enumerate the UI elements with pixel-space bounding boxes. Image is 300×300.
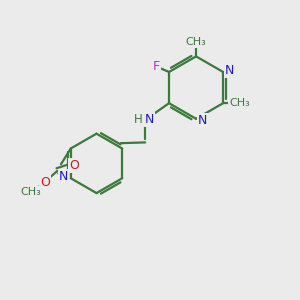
- Text: CH₃: CH₃: [186, 37, 206, 47]
- Text: H: H: [134, 113, 143, 126]
- Text: F: F: [153, 60, 160, 73]
- Text: O: O: [40, 176, 50, 189]
- Text: N: N: [225, 64, 234, 77]
- Text: O: O: [69, 159, 79, 172]
- Text: CH₃: CH₃: [20, 187, 41, 196]
- Text: N: N: [144, 113, 154, 126]
- Text: CH₃: CH₃: [229, 98, 250, 108]
- Text: N: N: [198, 114, 207, 127]
- Text: N: N: [58, 170, 68, 183]
